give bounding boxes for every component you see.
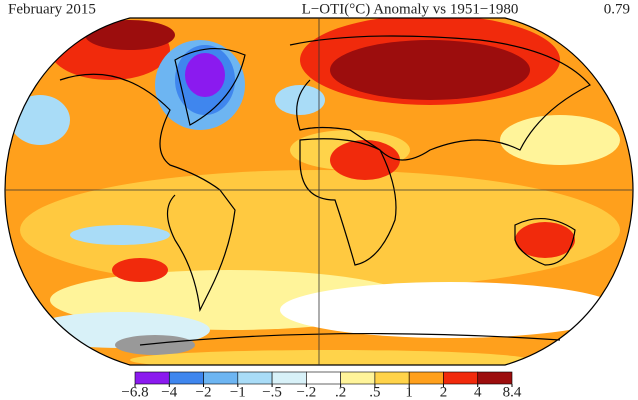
legend-label: −2	[196, 384, 212, 400]
color-legend: −6.8 −4 −2 −1 −.5 −.2 .2 .5 1 2 4 8.4	[121, 371, 522, 400]
legend-swatch	[168, 371, 204, 385]
legend-label: −1	[230, 384, 246, 400]
legend-swatch	[203, 371, 239, 385]
legend-swatch	[477, 371, 513, 385]
legend-swatch	[374, 371, 410, 385]
legend-label: .2	[335, 384, 346, 400]
legend-label: 1	[405, 384, 413, 400]
legend-label: −4	[161, 384, 177, 400]
legend-label: −6.8	[121, 384, 148, 400]
map-title: L−OTI(°C) Anomaly vs 1951−1980	[302, 1, 519, 17]
legend-swatch	[340, 371, 376, 385]
legend-label: 8.4	[503, 384, 522, 400]
legend-label: 4	[474, 384, 482, 400]
legend-label: −.2	[297, 384, 317, 400]
legend-swatch	[237, 371, 273, 385]
legend-label: −.5	[262, 384, 282, 400]
global-mean: 0.79	[604, 1, 630, 17]
legend-swatch	[306, 371, 341, 385]
legend-label: 2	[440, 384, 448, 400]
legend-swatch	[443, 371, 479, 385]
legend-swatch	[134, 371, 170, 385]
map-period: February 2015	[8, 1, 96, 17]
legend-swatch	[271, 371, 307, 385]
legend-label: .5	[369, 384, 380, 400]
legend-swatch	[408, 371, 444, 385]
globe-outline	[4, 17, 634, 366]
